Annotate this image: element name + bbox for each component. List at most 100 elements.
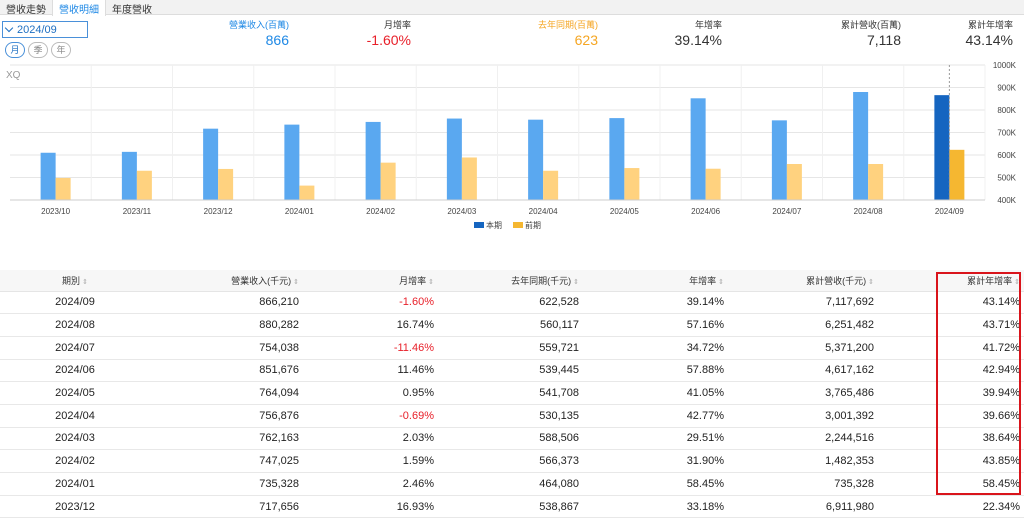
table-row[interactable]: 2024/04 756,876 -0.69% 530,135 42.77% 3,001,3… [0, 404, 1024, 428]
bar-current[interactable] [40, 152, 56, 200]
cell-yoy: 42.77% [583, 404, 728, 428]
cell-cum-yoy: 22.34% [878, 495, 1024, 518]
table-row[interactable]: 2024/05 764,094 0.95% 541,708 41.05% 3,765,48… [0, 381, 1024, 405]
table-row[interactable]: 2024/02 747,025 1.59% 566,373 31.90% 1,482,35… [0, 449, 1024, 473]
cell-revenue: 762,163 [150, 427, 303, 451]
cell-cum-yoy: 43.71% [878, 313, 1024, 337]
cell-revenue: 735,328 [150, 472, 303, 496]
bar-previous[interactable] [543, 170, 559, 200]
bar-previous[interactable] [218, 168, 234, 200]
sort-icon: ⇕ [573, 278, 579, 286]
table-row[interactable]: 2024/08 880,282 16.74% 560,117 57.16% 6,251,4… [0, 313, 1024, 337]
bar-previous[interactable] [461, 157, 477, 200]
bar-current[interactable] [690, 98, 706, 200]
bar-current[interactable] [121, 151, 137, 200]
legend-swatch [513, 222, 523, 228]
bar-current[interactable] [203, 128, 219, 200]
bar-previous[interactable] [380, 162, 396, 200]
period-month-button[interactable]: 月 [5, 42, 25, 58]
cell-cum-revenue: 735,328 [728, 472, 878, 496]
cell-last-year: 559,721 [438, 336, 583, 360]
header-mom[interactable]: 月增率 ⇕ [303, 270, 438, 292]
period-year-button[interactable]: 年 [51, 42, 71, 58]
cell-yoy: 58.45% [583, 472, 728, 496]
cell-yoy: 33.18% [583, 495, 728, 518]
cell-revenue: 717,656 [150, 495, 303, 518]
stat-cum-yoy: 累計年增率 43.14% [966, 18, 1013, 48]
revenue-table: 期別 ⇕ 營業收入(千元) ⇕ 月增率 ⇕ 去年同期(千元) ⇕ 年增率 ⇕ 累計營收(千… [0, 270, 1024, 518]
header-yoy-label: 年增率 [689, 275, 717, 286]
tab-revenue-trend[interactable]: 營收走勢 [6, 5, 46, 16]
cell-period: 2024/09 [0, 291, 150, 315]
bar-current[interactable] [365, 121, 381, 200]
cell-period: 2024/08 [0, 313, 150, 337]
bar-current[interactable] [446, 118, 462, 200]
bar-previous[interactable] [949, 149, 965, 200]
x-tick-label: 2024/04 [529, 207, 558, 216]
table-row[interactable]: 2024/01 735,328 2.46% 464,080 58.45% 735,328 5… [0, 472, 1024, 496]
chevron-down-icon [4, 23, 14, 32]
cell-cum-revenue: 3,765,486 [728, 381, 878, 405]
header-cum-revenue-label: 累計營收(千元) [806, 275, 867, 286]
tab-annual-revenue[interactable]: 年度營收 [112, 5, 152, 16]
cell-last-year: 538,867 [438, 495, 583, 518]
period-quarter-button[interactable]: 季 [28, 42, 48, 58]
bar-current[interactable] [771, 120, 787, 200]
bar-previous[interactable] [624, 168, 640, 200]
bar-current[interactable] [934, 95, 950, 200]
header-cum-yoy[interactable]: 累計年增率 ⇕ [878, 270, 1024, 292]
sort-icon: ⇕ [293, 278, 299, 286]
bar-previous[interactable] [299, 185, 315, 200]
table-row[interactable]: 2024/06 851,676 11.46% 539,445 57.88% 4,617,1… [0, 359, 1024, 383]
bar-previous[interactable] [868, 164, 884, 200]
cell-yoy: 57.16% [583, 313, 728, 337]
cell-cum-revenue: 4,617,162 [728, 359, 878, 383]
cell-period: 2024/01 [0, 472, 150, 496]
bar-current[interactable] [528, 119, 544, 200]
header-cum-revenue[interactable]: 累計營收(千元) ⇕ [728, 270, 878, 292]
table-row[interactable]: 2024/03 762,163 2.03% 588,506 29.51% 2,244,51… [0, 427, 1024, 451]
x-tick-label: 2024/09 [935, 207, 964, 216]
cell-cum-yoy: 41.72% [878, 336, 1024, 360]
revenue-bar-chart: 400K 500K 600K 700K 800K 900K 1000K 2023/10 2023… [10, 61, 1017, 230]
stat-mom: 月增率 -1.60% [367, 18, 411, 48]
cell-period: 2024/07 [0, 336, 150, 360]
cell-mom: -1.60% [303, 291, 438, 315]
header-revenue[interactable]: 營業收入(千元) ⇕ [150, 270, 303, 292]
bar-current[interactable] [853, 92, 869, 200]
bar-current[interactable] [609, 118, 625, 200]
table-row[interactable]: 2024/09 866,210 -1.60% 622,528 39.14% 7,117,6… [0, 291, 1024, 315]
bar-previous[interactable] [136, 170, 152, 200]
date-select[interactable]: 2024/09 [2, 21, 88, 38]
cell-last-year: 539,445 [438, 359, 583, 383]
cell-mom: 0.95% [303, 381, 438, 405]
table-row[interactable]: 2024/07 754,038 -11.46% 559,721 34.72% 5,371,… [0, 336, 1024, 360]
sort-icon: ⇕ [82, 278, 88, 286]
header-mom-label: 月增率 [399, 275, 427, 286]
y-tick-label: 600K [997, 151, 1016, 160]
bar-previous[interactable] [786, 164, 802, 200]
cell-revenue: 851,676 [150, 359, 303, 383]
table-row[interactable]: 2023/12 717,656 16.93% 538,867 33.18% 6,911,9… [0, 495, 1024, 518]
cell-yoy: 31.90% [583, 449, 728, 473]
cell-cum-revenue: 6,911,980 [728, 495, 878, 518]
stat-mom-value: -1.60% [366, 32, 411, 48]
header-period[interactable]: 期別 ⇕ [0, 270, 150, 292]
bar-previous[interactable] [705, 168, 721, 200]
cell-cum-revenue: 6,251,482 [728, 313, 878, 337]
header-last-year[interactable]: 去年同期(千元) ⇕ [438, 270, 583, 292]
bar-current[interactable] [284, 124, 300, 200]
tab-revenue-detail[interactable]: 營收明細 [52, 0, 106, 16]
x-tick-label: 2024/06 [691, 207, 720, 216]
bar-previous[interactable] [55, 177, 71, 200]
cell-mom: 11.46% [303, 359, 438, 383]
y-tick-label: 700K [997, 129, 1016, 138]
cell-last-year: 541,708 [438, 381, 583, 405]
cell-cum-revenue: 1,482,353 [728, 449, 878, 473]
stat-revenue-value: 866 [265, 32, 289, 48]
header-yoy[interactable]: 年增率 ⇕ [583, 270, 728, 292]
y-tick-label: 800K [997, 106, 1016, 115]
cell-period: 2024/03 [0, 427, 150, 451]
sort-icon: ⇕ [1014, 278, 1020, 286]
cell-cum-revenue: 7,117,692 [728, 291, 878, 315]
